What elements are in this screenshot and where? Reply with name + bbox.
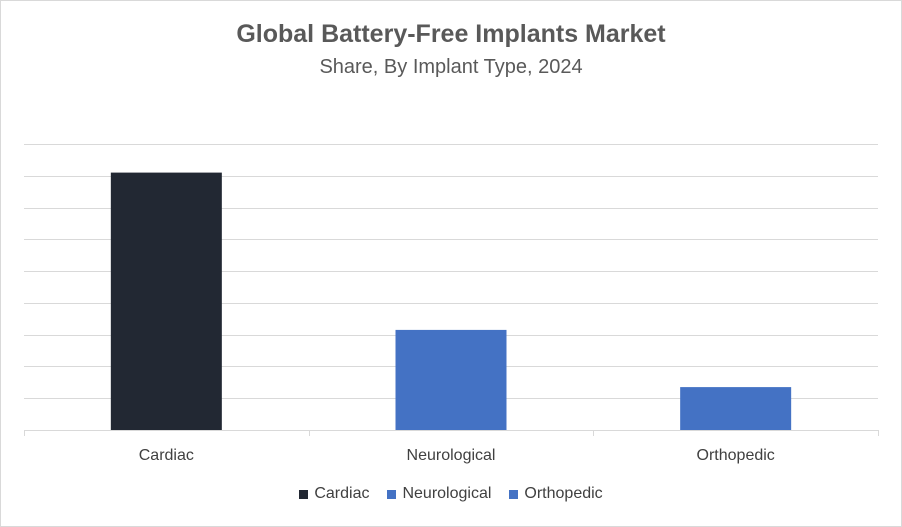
- legend-swatch: [509, 489, 519, 499]
- legend-label: Orthopedic: [524, 485, 603, 502]
- legend-item-neurological: Neurological: [387, 485, 491, 503]
- legend-item-orthopedic: Orthopedic: [509, 485, 603, 503]
- legend-swatch: [387, 489, 397, 499]
- legend: Cardiac Neurological Orthopedic: [0, 485, 902, 503]
- bar-neurological: [395, 329, 507, 430]
- x-tick-label-cardiac: Cardiac: [139, 447, 194, 464]
- chart-subtitle: Share, By Implant Type, 2024: [319, 56, 583, 78]
- bar-orthopedic: [680, 387, 792, 430]
- chart-title: Global Battery-Free Implants Market: [236, 20, 666, 48]
- bar-cardiac: [110, 172, 222, 430]
- bars: [110, 172, 792, 430]
- legend-item-cardiac: Cardiac: [299, 485, 369, 503]
- legend-label: Neurological: [402, 485, 492, 502]
- x-tick-label-neurological: Neurological: [407, 447, 496, 464]
- legend-swatch: [299, 489, 309, 499]
- x-axis: [24, 430, 879, 436]
- x-tick-label-orthopedic: Orthopedic: [697, 447, 775, 464]
- legend-label: Cardiac: [314, 485, 370, 502]
- x-tick-labels: Cardiac Neurological Orthopedic: [139, 447, 775, 464]
